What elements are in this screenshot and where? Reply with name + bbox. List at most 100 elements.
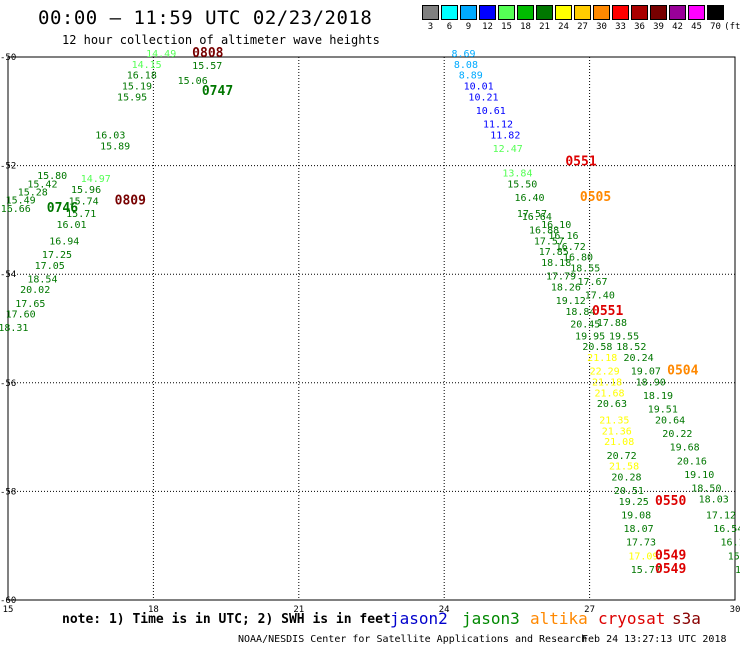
wave-height-label: 18.90 — [636, 378, 666, 389]
wave-height-label: 18.84 — [565, 307, 595, 318]
pass-time-label: 0550 — [655, 494, 686, 509]
wave-height-label: 19.95 — [575, 331, 605, 342]
legend-swatch-15 — [498, 5, 515, 20]
legend-label: 3 — [427, 22, 434, 32]
wave-height-label: 18.07 — [624, 524, 654, 535]
legend-swatch-18 — [517, 5, 534, 20]
wave-height-label: 16.88 — [529, 225, 559, 236]
legend-label: 9 — [465, 22, 472, 32]
wave-height-label: 20.63 — [597, 399, 627, 410]
wave-height-label: 17.65 — [15, 299, 45, 310]
wave-height-label: 15.95 — [117, 92, 147, 103]
wave-height-label: 18.03 — [699, 494, 729, 505]
pass-time-label: 0549 — [655, 562, 686, 577]
wave-height-label: 17.05 — [35, 261, 65, 272]
wave-height-label: 16.03 — [95, 130, 125, 141]
wave-height-label: 21.58 — [609, 462, 639, 473]
wave-height-label: 19.10 — [684, 470, 714, 481]
wave-height-label: 16.19 — [720, 538, 740, 549]
wave-height-label: 20.45 — [570, 319, 600, 330]
wave-height-label: 18.31 — [0, 323, 28, 334]
wave-height-label: 18.55 — [570, 263, 600, 274]
wave-height-label: 19.08 — [621, 511, 651, 522]
pass-time-label: 0551 — [565, 155, 596, 170]
wave-height-label: 20.64 — [655, 416, 685, 427]
pass-time-label: 0551 — [592, 304, 623, 319]
wave-height-label: 19.25 — [619, 497, 649, 508]
wave-height-label: 8.89 — [459, 71, 483, 82]
wave-height-label: 16.66 — [1, 204, 31, 215]
lon-tick-label: 15 — [3, 605, 14, 615]
pass-time-label: 0549 — [655, 548, 686, 563]
legend-swatch-3 — [422, 5, 439, 20]
lon-tick-label: 30 — [730, 605, 740, 615]
wave-height-label: 18.19 — [643, 391, 673, 402]
wave-height-label: 19.68 — [670, 443, 700, 454]
legend-label: 30 — [596, 22, 607, 32]
wave-height-label: 17.73 — [626, 538, 656, 549]
map-frame — [7, 56, 736, 601]
legend-label: 39 — [653, 22, 664, 32]
wave-height-label: 12.47 — [493, 144, 523, 155]
wave-height-label: 16.72 — [556, 242, 586, 253]
lon-tick-label: 18 — [148, 605, 159, 615]
wave-height-label: 20.28 — [611, 473, 641, 484]
wave-height-label: 16.64 — [522, 212, 552, 223]
wave-height-label: 8.08 — [454, 60, 478, 71]
legend-label: 42 — [672, 22, 683, 32]
legend-swatch-39 — [650, 5, 667, 20]
wave-height-label: 15.80 — [37, 171, 67, 182]
legend-swatch-70 — [707, 5, 724, 20]
wave-height-label: 14.15 — [132, 60, 162, 71]
wave-height-label: 15.49 — [6, 196, 36, 207]
wave-height-label: 20.72 — [607, 451, 637, 462]
legend-swatch-6 — [441, 5, 458, 20]
wave-height-label: 21.68 — [594, 388, 624, 399]
pass-time-label: 0809 — [115, 194, 146, 209]
legend-label: 18 — [520, 22, 531, 32]
wave-height-label: 16.94 — [49, 236, 79, 247]
satellite-jason2: jason2 — [390, 609, 448, 628]
legend-swatch-12 — [479, 5, 496, 20]
footnote: note: 1) Time is in UTC; 2) SWH is in fe… — [62, 612, 391, 627]
map-title: 00:00 – 11:59 UTC 02/23/2018 — [38, 7, 373, 29]
wave-height-label: 21.08 — [604, 437, 634, 448]
wave-height-label: 16.18 — [127, 71, 157, 82]
wave-height-label: 16.80 — [563, 253, 593, 264]
wave-height-label: 20.58 — [582, 342, 612, 353]
wave-height-label: 19.55 — [609, 331, 639, 342]
legend-label: 45 — [691, 22, 702, 32]
wave-height-label: 20.16 — [677, 456, 707, 467]
wave-height-label: 17.40 — [585, 291, 615, 302]
pass-time-label: 0505 — [580, 190, 611, 205]
pass-time-label: 0746 — [47, 201, 78, 216]
legend-swatch-42 — [669, 5, 686, 20]
wave-height-label: 15.57 — [192, 61, 222, 72]
wave-height-label: 15.96 — [71, 185, 101, 196]
satellite-altika: altika — [530, 609, 588, 628]
wave-height-label: 17.88 — [597, 318, 627, 329]
wave-height-label: 16.18 — [735, 565, 740, 576]
satellite-cryosat: cryosat — [598, 609, 666, 628]
wave-height-label: 15.77 — [631, 565, 661, 576]
lon-tick-label: 24 — [439, 605, 450, 615]
wave-height-label: 15.95 — [728, 551, 740, 562]
wave-height-label: 15.50 — [507, 179, 537, 190]
lat-tick-label: -58 — [0, 487, 16, 497]
legend-label: 70 — [710, 22, 721, 32]
wave-height-label: 17.60 — [6, 310, 36, 321]
legend-label: 36 — [634, 22, 645, 32]
pass-time-label: 0747 — [202, 84, 233, 99]
wave-height-label: 17.09 — [628, 551, 658, 562]
wave-height-label: 14.49 — [146, 49, 176, 60]
lat-tick-label: -52 — [0, 162, 16, 172]
wave-height-label: 20.24 — [624, 353, 654, 364]
wave-height-label: 8.69 — [451, 49, 475, 60]
wave-height-label: 21.18 — [587, 353, 617, 364]
wave-height-label: 17.12 — [706, 511, 736, 522]
wave-height-label: 17.25 — [42, 250, 72, 261]
satellite-s3a: s3a — [672, 609, 701, 628]
legend-label: 33 — [615, 22, 626, 32]
wave-height-label: 18.52 — [616, 342, 646, 353]
